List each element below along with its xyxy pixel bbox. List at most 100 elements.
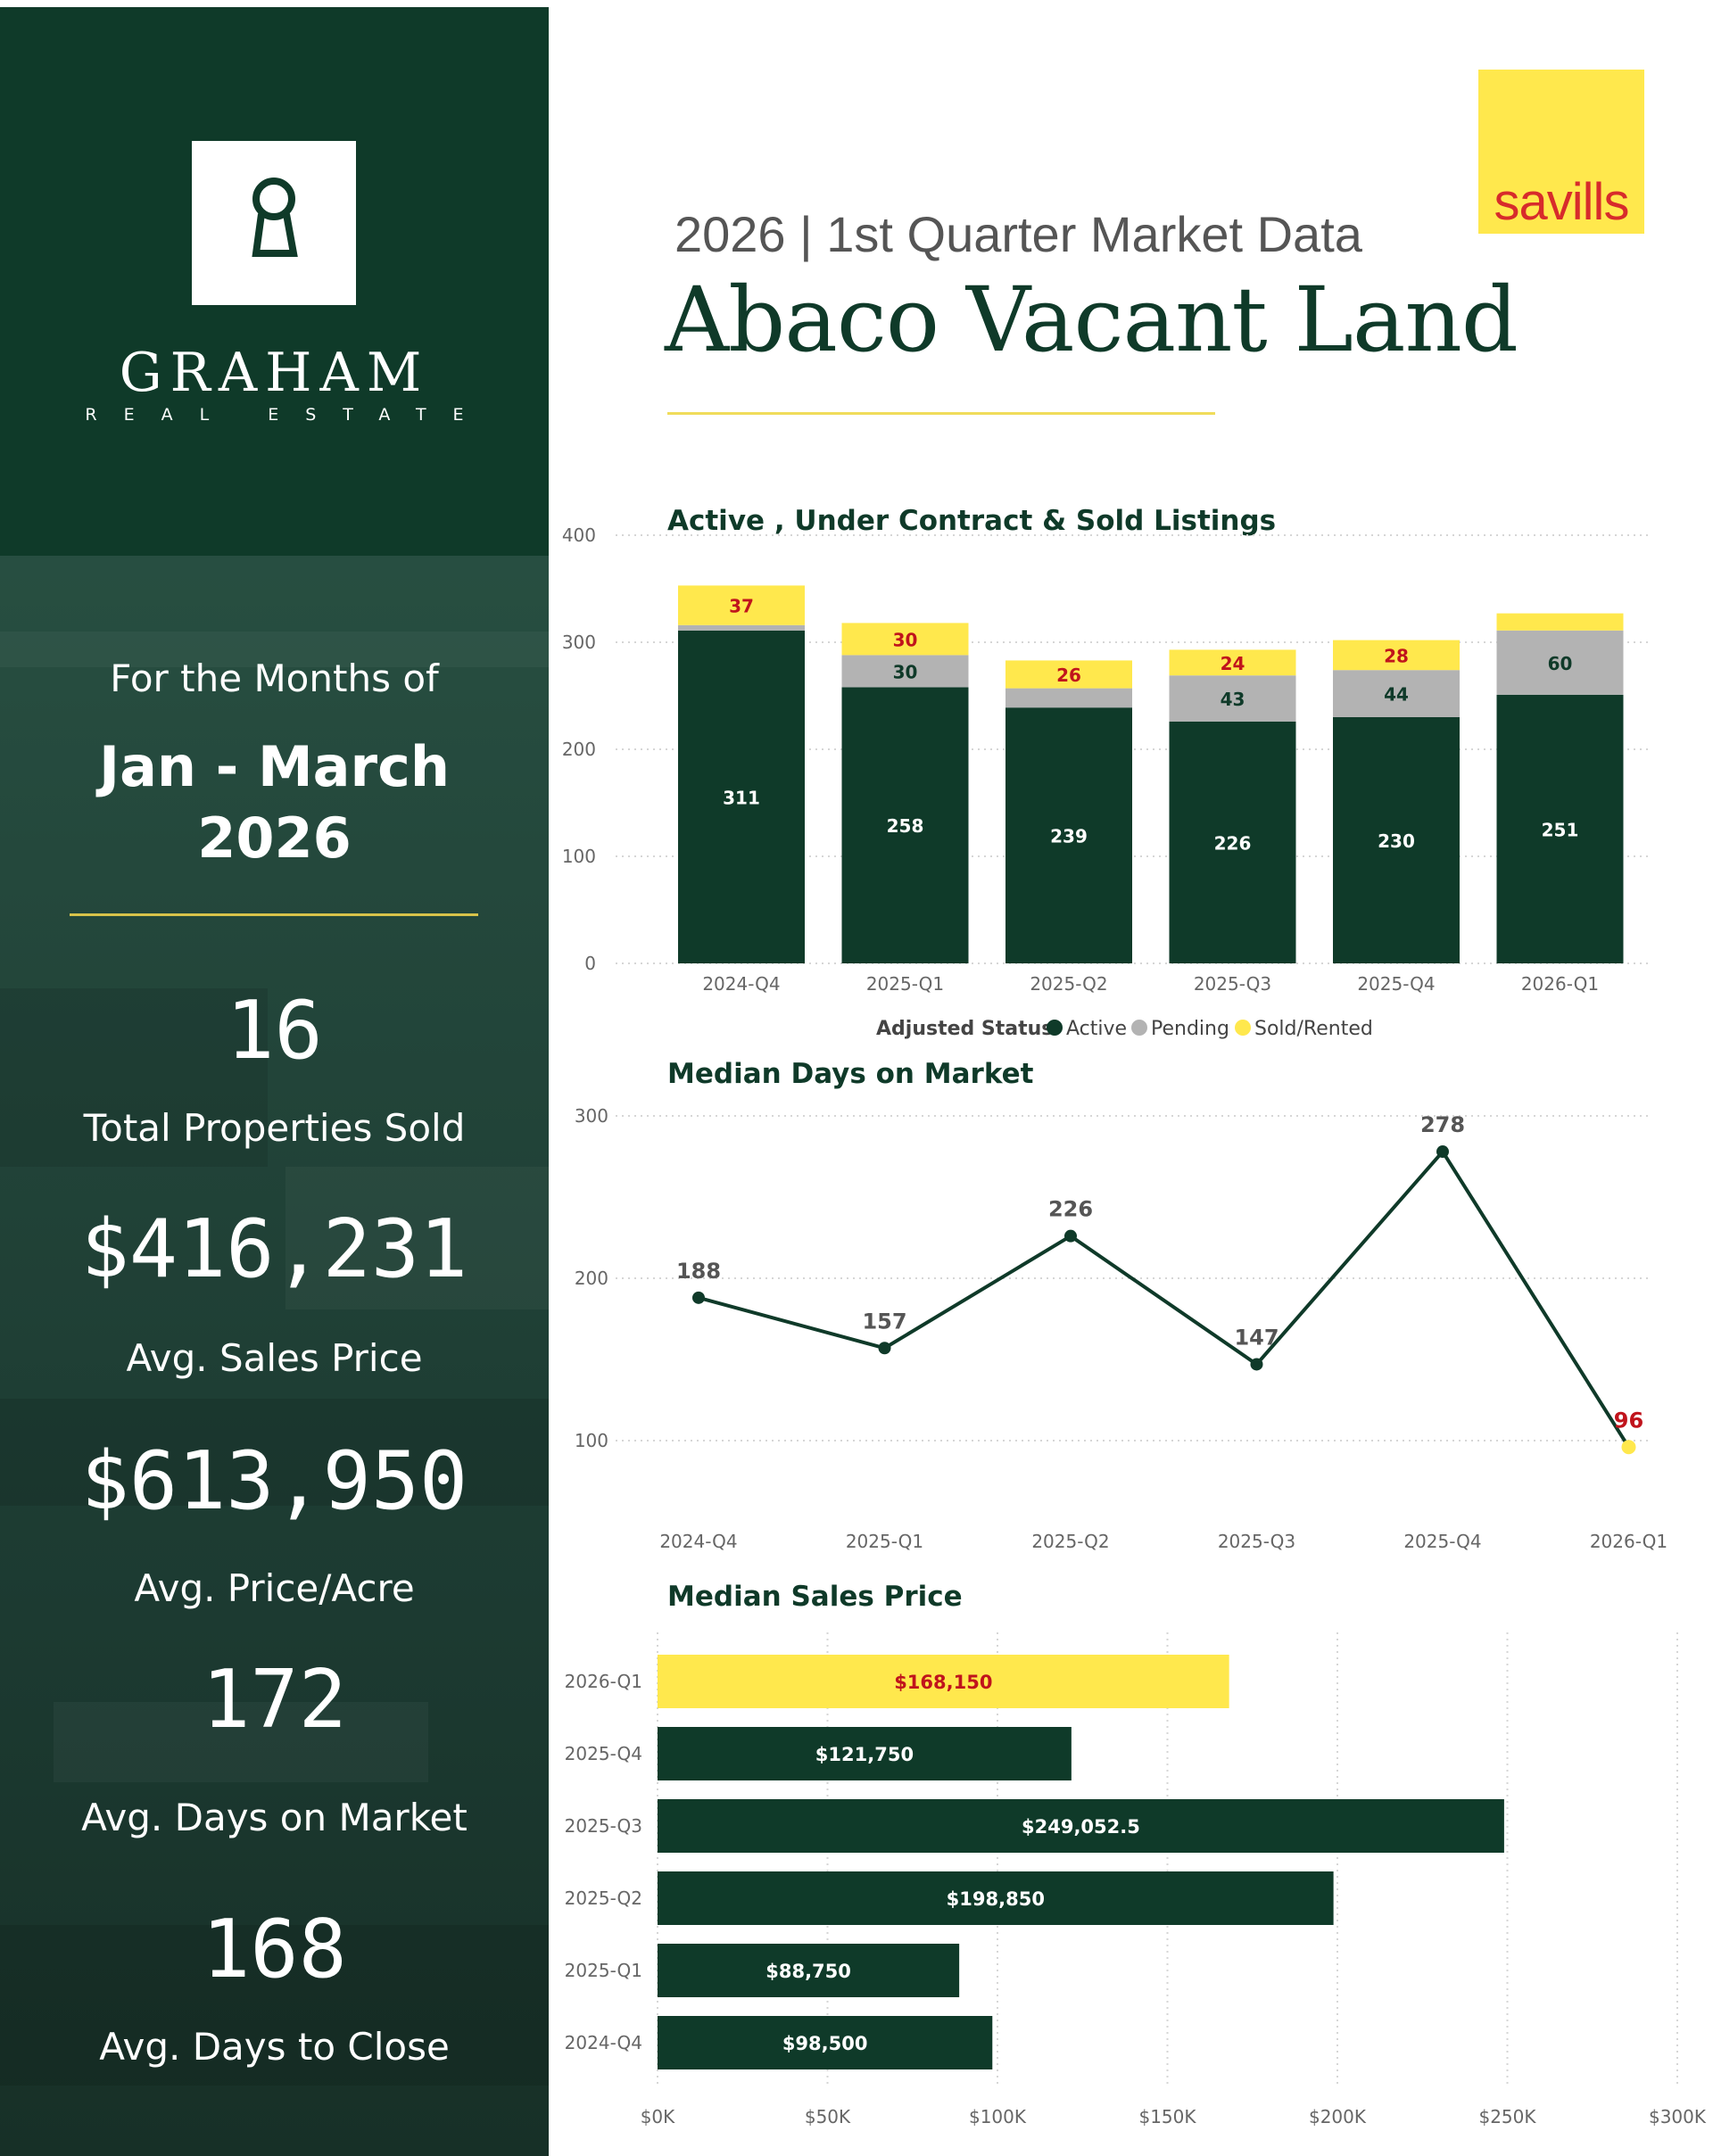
x-tick-label: 2026-Q1 xyxy=(1590,1531,1667,1552)
data-label: $98,500 xyxy=(782,2033,868,2054)
bar-active xyxy=(1496,694,1624,963)
bar-sold xyxy=(841,623,969,656)
savills-logo: savills xyxy=(1478,70,1644,234)
bar-active xyxy=(678,630,805,963)
stat-days-market-value: 172 xyxy=(202,1653,347,1747)
photo-texture xyxy=(0,1925,549,2086)
bar-sold xyxy=(1005,660,1132,689)
bar-pending xyxy=(1333,670,1460,717)
y-tick-label: 2026-Q1 xyxy=(565,1671,642,1692)
y-tick-label: 100 xyxy=(562,846,596,867)
series-line xyxy=(698,1150,1631,1449)
bar-pending xyxy=(1496,630,1624,695)
y-tick-label: 300 xyxy=(562,632,596,653)
x-tick-label: 2025-Q1 xyxy=(866,973,944,995)
price-bar xyxy=(658,1871,1334,1925)
stat-total-sold-value: 16 xyxy=(226,984,323,1078)
days-on-market-line-chart: 100 200 300 188 2024-Q4 157 2025-Q1 226 2025-Q2 1… xyxy=(575,1105,1667,1552)
x-tick-label: 2025-Q4 xyxy=(1357,973,1435,995)
bar-pending xyxy=(1005,688,1132,708)
x-tick-label: 2025-Q3 xyxy=(1218,1531,1295,1552)
brand-panel: GRAHAM REAL ESTATE xyxy=(0,7,549,556)
y-tick-label: 300 xyxy=(575,1105,608,1127)
data-label: 28 xyxy=(1384,645,1409,666)
x-tick-label: 2025-Q4 xyxy=(1403,1531,1481,1552)
x-tick-label: 2025-Q1 xyxy=(846,1531,923,1552)
legend-label: Sold/Rented xyxy=(1254,1018,1373,1040)
data-label: 37 xyxy=(729,596,754,617)
data-point xyxy=(692,1291,705,1304)
months-range: Jan - March 2026 xyxy=(0,731,549,874)
bar-active xyxy=(1169,721,1296,963)
photo-texture xyxy=(0,632,549,667)
data-label: 60 xyxy=(1548,653,1573,674)
stat-avg-price-value: $416,231 xyxy=(80,1202,468,1296)
y-tick-label: 2025-Q4 xyxy=(565,1743,642,1764)
bar-sold xyxy=(1169,649,1296,676)
price-bar xyxy=(658,1655,1229,1708)
x-tick-label: $300K xyxy=(1649,2106,1707,2127)
data-point xyxy=(1436,1145,1449,1159)
bar-sold xyxy=(678,585,805,625)
x-tick-label: 2025-Q3 xyxy=(1194,973,1271,995)
brand-subtitle: REAL ESTATE xyxy=(85,405,491,425)
y-tick-label: 2024-Q4 xyxy=(565,2032,642,2053)
price-bar xyxy=(658,1944,960,1997)
bar-pending xyxy=(841,655,969,688)
x-tick-label: 2025-Q2 xyxy=(1030,973,1107,995)
stat-total-sold-label: Total Properties Sold xyxy=(83,1106,466,1150)
data-label: $168,150 xyxy=(894,1672,992,1693)
y-tick-label: 400 xyxy=(562,525,596,546)
legend-marker xyxy=(1131,1020,1147,1036)
data-label: 251 xyxy=(1542,819,1579,840)
listings-stacked-bar-chart: 0 100 200 300 400 311 37 2024-Q4 258 30 30 2025-Q1 2… xyxy=(562,525,1651,1040)
data-label: 30 xyxy=(893,629,918,650)
stat-price-acre-value: $613,950 xyxy=(80,1434,468,1528)
legend-title: Adjusted Status xyxy=(876,1018,1053,1040)
x-tick-label: 2024-Q4 xyxy=(702,973,780,995)
x-tick-label: 2026-Q1 xyxy=(1521,973,1599,995)
months-range-line2: 2026 xyxy=(197,805,352,871)
y-tick-label: 2025-Q1 xyxy=(565,1960,642,1981)
y-tick-label: 0 xyxy=(584,953,596,974)
x-tick-label: $150K xyxy=(1138,2106,1196,2127)
report-subtitle: 2026 | 1st Quarter Market Data xyxy=(674,206,1362,262)
days-on-market-chart-title: Median Days on Market xyxy=(667,1058,1034,1090)
bar-active xyxy=(841,687,969,963)
y-tick-label: 2025-Q3 xyxy=(565,1815,642,1837)
x-tick-label: 2025-Q2 xyxy=(1031,1531,1109,1552)
bar-active xyxy=(1333,717,1460,963)
data-label: 24 xyxy=(1221,653,1245,674)
x-tick-label: $0K xyxy=(641,2106,675,2127)
brand-name: GRAHAM xyxy=(119,342,430,404)
data-point xyxy=(1064,1229,1077,1243)
y-tick-label: 100 xyxy=(575,1430,608,1451)
x-tick-label: $50K xyxy=(805,2106,851,2127)
stat-days-market-label: Avg. Days on Market xyxy=(81,1796,468,1839)
photo-texture xyxy=(0,1399,549,1506)
x-tick-label: $250K xyxy=(1478,2106,1536,2127)
legend-label: Active xyxy=(1066,1018,1127,1040)
stat-avg-price-label: Avg. Sales Price xyxy=(126,1336,423,1380)
data-label: $121,750 xyxy=(815,1744,914,1765)
x-tick-label: $200K xyxy=(1309,2106,1367,2127)
data-label: $198,850 xyxy=(947,1888,1045,1910)
sidebar: GRAHAM REAL ESTATE For the Months of Jan… xyxy=(0,7,549,2156)
data-label: 311 xyxy=(723,787,760,808)
savills-logo-text: savills xyxy=(1494,173,1630,231)
legend-marker xyxy=(1235,1020,1251,1036)
data-label: 226 xyxy=(1048,1197,1093,1222)
report-title: Abaco Vacant Land xyxy=(665,268,1519,372)
data-point xyxy=(1621,1440,1636,1455)
data-point xyxy=(1250,1358,1263,1371)
data-label: 30 xyxy=(893,661,918,682)
photo-texture xyxy=(54,1702,428,1782)
graham-logo xyxy=(192,141,356,305)
data-label: 26 xyxy=(1056,665,1081,686)
stat-price-acre-label: Avg. Price/Acre xyxy=(134,1566,415,1610)
months-range-line1: Jan - March xyxy=(99,734,450,799)
bar-pending xyxy=(1169,675,1296,722)
listings-chart-title: Active , Under Contract & Sold Listings xyxy=(667,505,1277,537)
data-label: 226 xyxy=(1214,832,1252,854)
